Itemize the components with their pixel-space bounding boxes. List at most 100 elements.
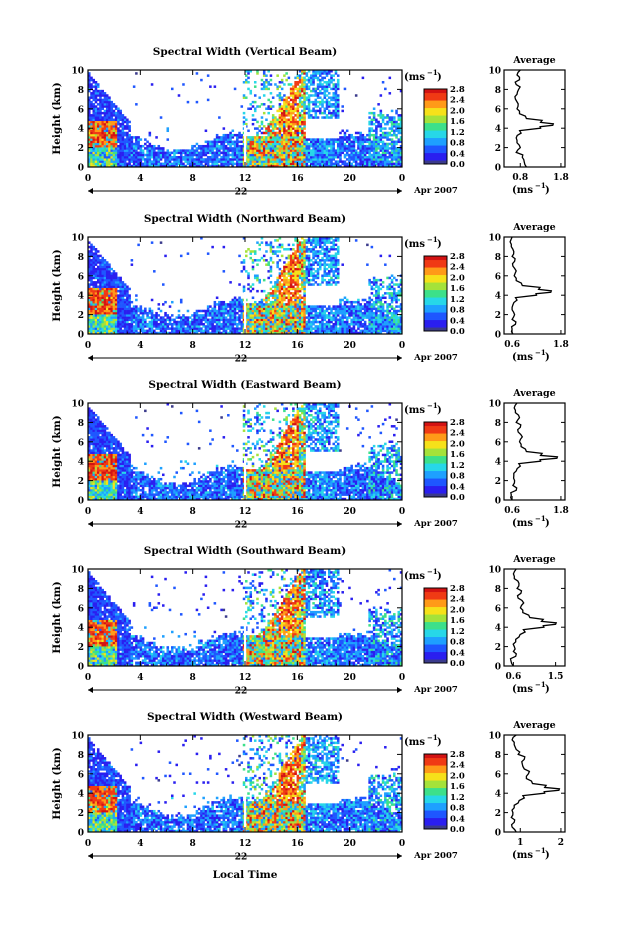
heatmap-cell bbox=[90, 116, 93, 119]
heatmap-cell bbox=[222, 158, 226, 161]
colorbar-segment bbox=[424, 99, 447, 101]
heatmap-cell bbox=[240, 261, 244, 264]
heatmap-cell bbox=[343, 155, 347, 159]
heatmap-cell bbox=[258, 278, 261, 282]
heatmap-cell bbox=[327, 160, 331, 163]
heatmap-cell bbox=[289, 320, 293, 324]
heatmap-cell bbox=[301, 142, 304, 146]
heatmap-cell bbox=[381, 142, 385, 146]
heatmap-cell bbox=[307, 107, 311, 110]
heatmap-cell bbox=[110, 136, 113, 139]
heatmap-cell bbox=[301, 254, 304, 258]
heatmap-cell bbox=[247, 153, 250, 157]
heatmap-cell bbox=[303, 283, 306, 286]
heatmap-cell bbox=[271, 250, 275, 253]
heatmap-cell bbox=[336, 140, 340, 144]
heatmap-cell bbox=[245, 325, 248, 328]
heatmap-cell bbox=[292, 120, 295, 124]
heatmap-cell bbox=[292, 272, 295, 275]
heatmap-cell bbox=[262, 298, 266, 302]
heatmap-cell bbox=[177, 158, 181, 161]
heatmap-cell bbox=[305, 105, 309, 108]
heatmap-cell bbox=[90, 270, 93, 273]
heatmap-cell bbox=[123, 151, 127, 155]
heatmap-cell bbox=[247, 138, 250, 141]
heatmap-cell bbox=[103, 263, 107, 266]
heatmap-cell bbox=[105, 287, 109, 291]
heatmap-cell bbox=[148, 322, 152, 326]
heatmap-cell bbox=[359, 151, 362, 155]
heatmap-cell bbox=[103, 281, 107, 284]
heatmap-cell bbox=[361, 149, 365, 152]
heatmap-cell bbox=[121, 142, 125, 146]
heatmap-cell bbox=[289, 107, 293, 110]
heatmap-cell bbox=[229, 281, 232, 284]
heatmap-cell bbox=[148, 307, 152, 311]
heatmap-cell bbox=[256, 70, 259, 73]
heatmap-cell bbox=[312, 89, 315, 93]
heatmap-cell bbox=[325, 151, 329, 155]
heatmap-cell bbox=[276, 118, 279, 121]
heatmap-cell bbox=[99, 153, 102, 157]
heatmap-cell bbox=[162, 331, 165, 335]
heatmap-cell bbox=[379, 140, 383, 144]
heatmap-cell bbox=[310, 76, 313, 80]
heatmap-cell bbox=[101, 327, 104, 330]
heatmap-cell bbox=[294, 87, 297, 91]
heatmap-cell bbox=[231, 307, 235, 311]
heatmap-cell bbox=[260, 320, 264, 324]
heatmap-cell bbox=[135, 144, 138, 148]
heatmap-cell bbox=[90, 76, 93, 80]
heatmap-cell bbox=[247, 147, 250, 150]
heatmap-cell bbox=[294, 298, 297, 302]
heatmap-cell bbox=[278, 105, 282, 108]
heatmap-cell bbox=[238, 164, 241, 168]
heatmap-cell bbox=[238, 316, 241, 319]
heatmap-cell bbox=[381, 118, 385, 121]
heatmap-cell bbox=[153, 318, 156, 322]
heatmap-cell bbox=[103, 131, 107, 135]
heatmap-cell bbox=[265, 325, 268, 328]
heatmap-cell bbox=[314, 70, 318, 73]
heatmap-cell bbox=[251, 136, 255, 139]
heatmap-cell bbox=[253, 147, 257, 150]
heatmap-cell bbox=[296, 111, 300, 115]
heatmap-cell bbox=[117, 164, 120, 168]
heatmap-cell bbox=[99, 98, 102, 102]
heatmap-cell bbox=[301, 87, 304, 91]
heatmap-cell bbox=[119, 322, 122, 326]
heatmap-cell bbox=[108, 129, 111, 133]
heatmap-cell bbox=[325, 74, 329, 77]
heatmap-cell bbox=[276, 109, 279, 113]
heatmap-cell bbox=[101, 270, 104, 273]
heatmap-cell bbox=[256, 307, 259, 311]
heatmap-cell bbox=[123, 118, 127, 121]
heatmap-cell bbox=[166, 318, 170, 322]
heatmap-cell bbox=[384, 158, 387, 161]
x-tick-label: 0 bbox=[399, 174, 405, 184]
heatmap-cell bbox=[384, 87, 387, 91]
heatmap-cell bbox=[159, 149, 163, 152]
heatmap-cell bbox=[314, 274, 318, 277]
heatmap-cell bbox=[280, 122, 284, 126]
heatmap-cell bbox=[294, 144, 297, 148]
heatmap-cell bbox=[103, 274, 107, 277]
heatmap-cell bbox=[366, 162, 369, 166]
heatmap-cell bbox=[191, 327, 194, 330]
heatmap-cell bbox=[135, 155, 138, 159]
heatmap-cell bbox=[126, 322, 129, 326]
heatmap-cell bbox=[296, 296, 300, 300]
heatmap-cell bbox=[94, 105, 98, 108]
heatmap-cell bbox=[130, 316, 134, 319]
heatmap-cell bbox=[200, 78, 203, 82]
heatmap-cell bbox=[112, 111, 116, 115]
heatmap-cell bbox=[265, 147, 268, 150]
heatmap-cell bbox=[310, 250, 313, 253]
heatmap-cell bbox=[218, 309, 221, 313]
heatmap-cell bbox=[298, 153, 302, 157]
heatmap-cell bbox=[119, 133, 122, 137]
heatmap-cell bbox=[262, 325, 266, 328]
heatmap-cell bbox=[307, 81, 311, 84]
heatmap-cell bbox=[215, 136, 219, 139]
heatmap-cell bbox=[247, 272, 250, 275]
